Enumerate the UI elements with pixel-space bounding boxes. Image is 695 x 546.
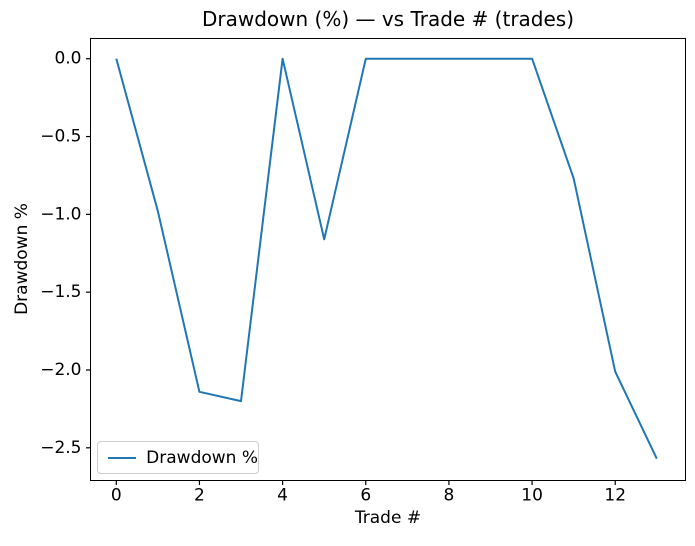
y-tick-label: 0.0	[54, 49, 81, 69]
x-tick-label: 0	[111, 486, 122, 506]
plot-border	[90, 38, 686, 481]
legend-line-sample	[108, 456, 137, 459]
y-tick-label: −2.0	[40, 360, 81, 380]
y-tick-label: −0.5	[40, 127, 81, 147]
x-tick-label: 12	[604, 486, 626, 506]
y-tick-label: −1.5	[40, 282, 81, 302]
drawdown-line	[115, 57, 658, 460]
legend: Drawdown %	[97, 441, 259, 474]
legend-label: Drawdown %	[146, 447, 258, 468]
x-tick-label: 2	[194, 486, 205, 506]
chart-title: Drawdown (%) — vs Trade # (trades)	[201, 7, 575, 31]
x-tick-label: 4	[277, 486, 288, 506]
x-tick-label: 6	[360, 486, 371, 506]
x-tick-label: 8	[443, 486, 454, 506]
y-tick-label: −2.5	[40, 438, 81, 458]
x-axis-label: Trade #	[354, 508, 422, 528]
y-tick-label: −1.0	[40, 204, 81, 224]
x-tick-label: 10	[521, 486, 543, 506]
